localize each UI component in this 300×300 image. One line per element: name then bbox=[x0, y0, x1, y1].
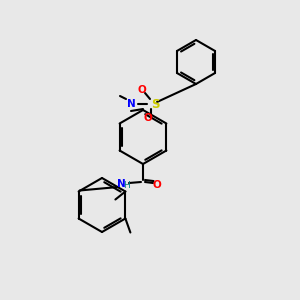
Text: H: H bbox=[124, 181, 130, 190]
Text: N: N bbox=[127, 99, 135, 109]
Text: O: O bbox=[138, 85, 146, 95]
Text: N: N bbox=[117, 179, 125, 189]
Text: O: O bbox=[153, 180, 161, 190]
Text: S: S bbox=[151, 98, 159, 110]
Text: O: O bbox=[144, 113, 152, 123]
